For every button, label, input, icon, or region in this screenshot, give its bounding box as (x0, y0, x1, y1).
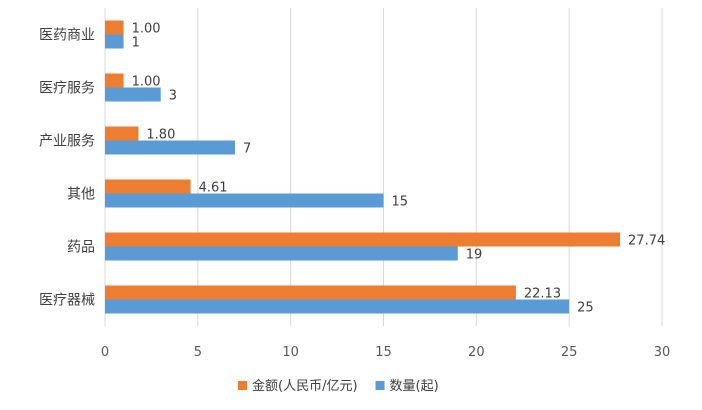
category-label: 产业服务 (39, 134, 95, 150)
x-tick-label: 0 (101, 345, 109, 360)
data-label: 1.80 (146, 128, 175, 143)
data-label: 1.00 (132, 75, 161, 90)
x-tick-label: 25 (561, 345, 578, 360)
x-tick-label: 10 (282, 345, 299, 360)
bar-count (105, 299, 570, 314)
bar-amount (105, 285, 516, 300)
bar-count (105, 87, 161, 102)
x-tick-label: 30 (654, 345, 671, 360)
data-label: 3 (169, 89, 177, 104)
data-label: 15 (392, 195, 409, 210)
legend-swatch (375, 381, 385, 390)
category-label: 医药商业 (39, 28, 95, 44)
bar-amount (105, 126, 139, 141)
legend-label: 数量(起) (390, 379, 439, 394)
bar-amount (105, 73, 124, 88)
data-label: 27.74 (628, 234, 665, 249)
x-tick-label: 5 (194, 345, 202, 360)
data-label: 4.61 (199, 181, 228, 196)
bar-amount (105, 232, 621, 247)
legend-swatch (238, 381, 247, 390)
data-label: 7 (243, 142, 251, 157)
data-label: 22.13 (524, 287, 561, 302)
bar-count (105, 34, 124, 49)
bar-count (105, 193, 384, 208)
data-label: 25 (577, 301, 594, 316)
bar-amount (105, 179, 191, 194)
bar-amount (105, 20, 124, 35)
data-label: 19 (466, 248, 483, 263)
x-tick-label: 15 (375, 345, 392, 360)
data-label: 1.00 (132, 22, 161, 37)
bars (105, 20, 621, 314)
bar-count (105, 140, 235, 155)
x-tick-labels: 0 5 10 15 20 25 30 (101, 345, 670, 360)
category-label: 医疗器械 (39, 293, 95, 309)
legend-label: 金额(人民币/亿元) (252, 378, 358, 394)
category-label: 药品 (67, 240, 95, 256)
bar-count (105, 246, 458, 261)
legend: 金额(人民币/亿元) 数量(起) (238, 378, 439, 394)
x-tick-label: 20 (468, 345, 485, 360)
data-label: 1 (132, 36, 140, 51)
gridlines (104, 8, 663, 326)
category-label: 医疗服务 (39, 81, 95, 97)
category-label: 其他 (67, 187, 95, 203)
